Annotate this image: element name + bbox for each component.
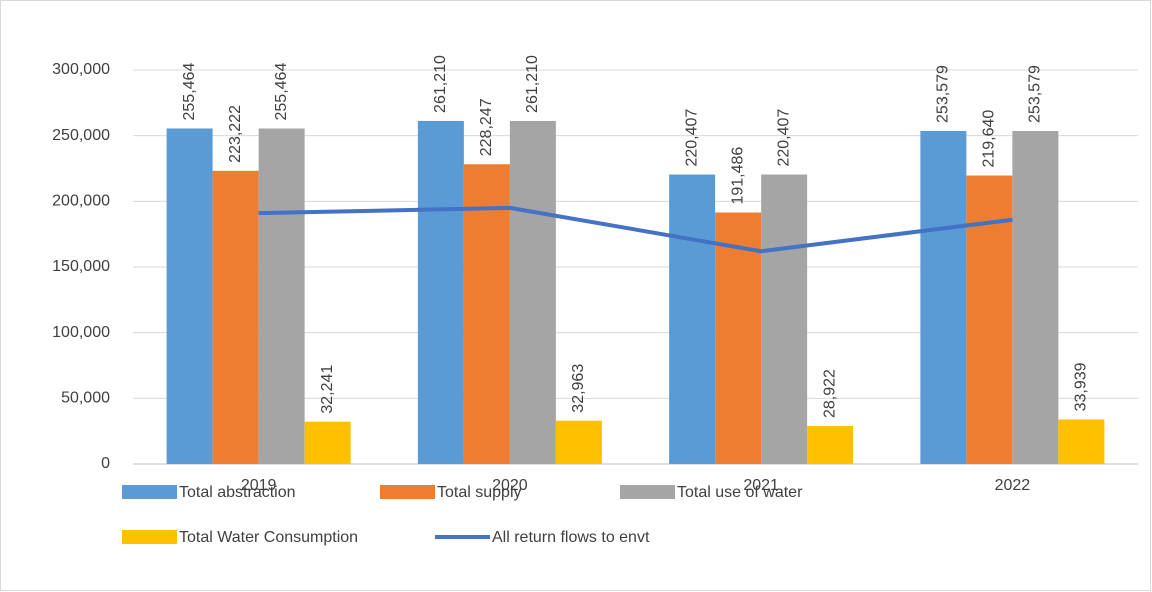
value-label: 33,939 xyxy=(1073,362,1090,411)
x-tick-label: 2021 xyxy=(743,477,779,494)
value-label: 228,247 xyxy=(478,98,495,156)
bar xyxy=(715,212,762,464)
bar xyxy=(1058,419,1105,464)
legend-label: Total use of water xyxy=(677,484,803,501)
y-tick-label: 200,000 xyxy=(52,193,110,210)
bar xyxy=(212,170,259,464)
y-tick-label: 150,000 xyxy=(52,258,110,275)
y-tick-label: 250,000 xyxy=(52,127,110,144)
legend-label: All return flows to envt xyxy=(492,529,650,546)
y-tick-label: 0 xyxy=(101,455,110,472)
bar xyxy=(807,426,854,464)
x-tick-label: 2022 xyxy=(995,477,1031,494)
y-tick-label: 300,000 xyxy=(52,61,110,78)
x-tick-label: 2020 xyxy=(492,477,528,494)
bar xyxy=(463,164,510,465)
legend-label: Total abstraction xyxy=(179,484,296,501)
legend-swatch xyxy=(122,530,177,544)
line xyxy=(258,205,1013,254)
legend-label: Total supply xyxy=(437,484,522,501)
value-label: 219,640 xyxy=(981,110,998,168)
value-label: 220,407 xyxy=(775,109,792,167)
legend-swatch xyxy=(620,485,675,499)
value-label: 220,407 xyxy=(683,109,700,167)
bar xyxy=(761,174,808,464)
y-tick-label: 100,000 xyxy=(52,324,110,341)
value-label: 28,922 xyxy=(821,369,838,418)
legend-swatch xyxy=(122,485,177,499)
value-label: 255,464 xyxy=(181,63,198,121)
bar xyxy=(669,174,716,464)
bar xyxy=(304,421,351,464)
value-label: 253,579 xyxy=(935,65,952,123)
bar xyxy=(555,420,602,464)
bar xyxy=(920,130,967,464)
value-label: 223,222 xyxy=(227,105,244,163)
value-label: 261,210 xyxy=(524,55,541,113)
legend-swatch xyxy=(380,485,435,499)
bar xyxy=(509,120,556,464)
legend-label: Total Water Consumption xyxy=(179,529,358,546)
value-label: 255,464 xyxy=(273,63,290,121)
value-label: 253,579 xyxy=(1027,65,1044,123)
value-label: 191,486 xyxy=(729,147,746,205)
bar xyxy=(258,128,305,465)
bar xyxy=(166,128,213,465)
bar xyxy=(1012,130,1059,464)
value-label: 32,963 xyxy=(570,364,587,413)
x-tick-label: 2019 xyxy=(241,477,277,494)
bar xyxy=(417,120,464,464)
value-label: 32,241 xyxy=(319,365,336,414)
value-label: 261,210 xyxy=(432,55,449,113)
y-tick-label: 50,000 xyxy=(61,390,110,407)
